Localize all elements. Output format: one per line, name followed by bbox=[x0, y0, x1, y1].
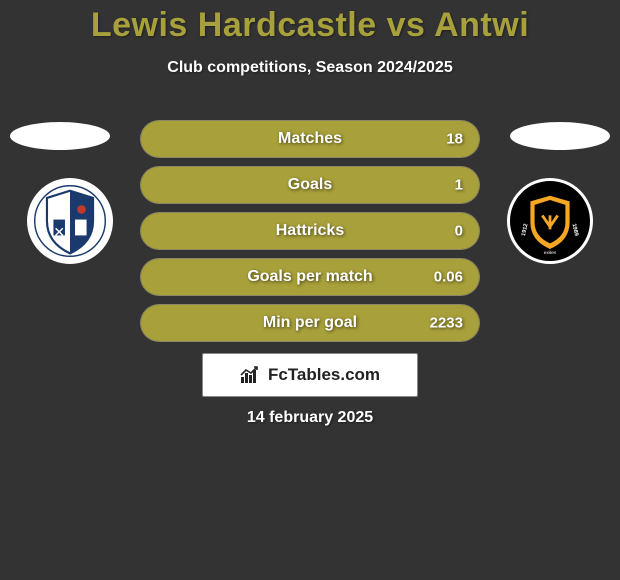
stat-row: Goals per match0.06 bbox=[140, 258, 480, 296]
stat-value-right: 0 bbox=[455, 223, 463, 240]
club-crest-left bbox=[27, 178, 113, 264]
club-crest-right: 1912 1989 exiles bbox=[507, 178, 593, 264]
stats-list: Matches18 Goals1 Hattricks0 Goals per match… bbox=[140, 120, 480, 350]
stat-row: Min per goal2233 bbox=[140, 304, 480, 342]
page-title: Lewis Hardcastle vs Antwi bbox=[0, 0, 620, 45]
stat-value-right: 2233 bbox=[430, 315, 463, 332]
stat-value-right: 18 bbox=[446, 131, 463, 148]
stat-value-right: 0.06 bbox=[434, 269, 463, 286]
subtitle: Club competitions, Season 2024/2025 bbox=[0, 59, 620, 77]
stat-label: Goals bbox=[141, 176, 479, 194]
date-label: 14 february 2025 bbox=[0, 409, 620, 427]
stat-row: Hattricks0 bbox=[140, 212, 480, 250]
comparison-card: Lewis Hardcastle vs Antwi Club competiti… bbox=[0, 0, 620, 580]
chart-icon bbox=[240, 366, 262, 384]
brand-label: FcTables.com bbox=[268, 365, 380, 385]
stat-label: Matches bbox=[141, 130, 479, 148]
brand-badge: FcTables.com bbox=[202, 353, 418, 397]
shield-icon: 1912 1989 exiles bbox=[515, 186, 585, 256]
stat-value-right: 1 bbox=[455, 177, 463, 194]
stat-label: Hattricks bbox=[141, 222, 479, 240]
stat-label: Goals per match bbox=[141, 268, 479, 286]
stat-label: Min per goal bbox=[141, 314, 479, 332]
stat-row: Matches18 bbox=[140, 120, 480, 158]
name-oval-right bbox=[510, 122, 610, 150]
stat-row: Goals1 bbox=[140, 166, 480, 204]
name-oval-left bbox=[10, 122, 110, 150]
shield-icon bbox=[34, 185, 106, 257]
svg-text:exiles: exiles bbox=[544, 250, 557, 256]
